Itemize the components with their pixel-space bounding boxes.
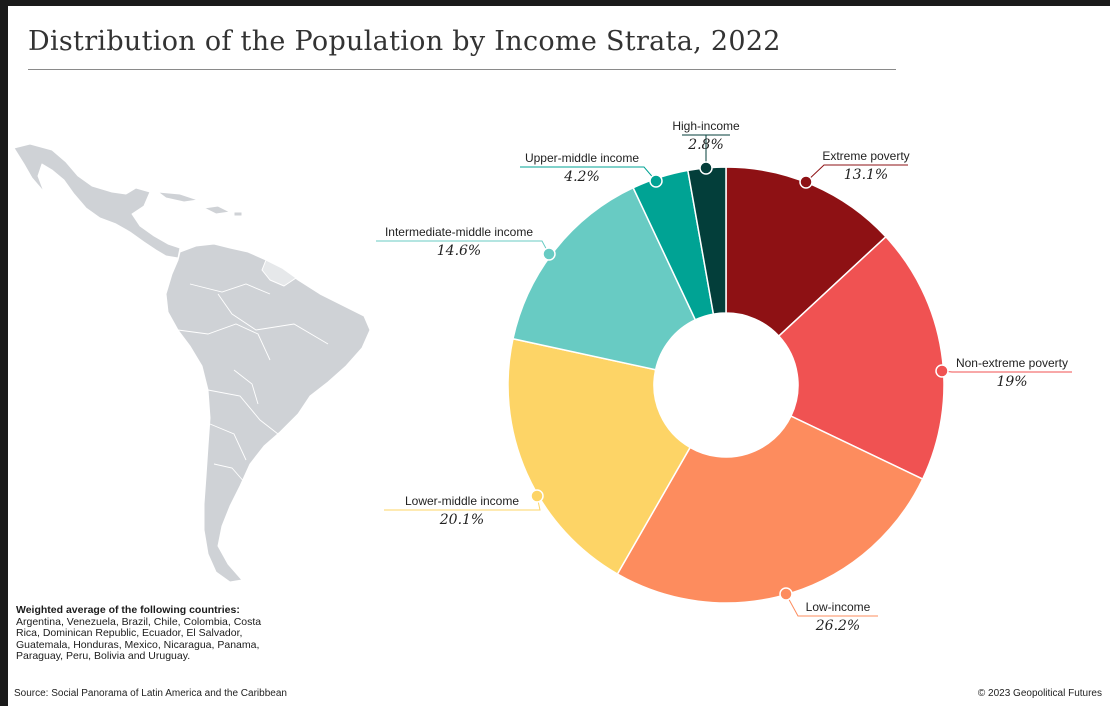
countries-note: Weighted average of the following countr… (16, 604, 278, 663)
slice-name-upper-middle-income: Upper-middle income (525, 151, 639, 165)
slice-labels: Extreme poverty 13.1% Non-extreme poverty 1… (376, 119, 1072, 634)
slice-value-upper-middle-income: 4.2% (563, 169, 600, 185)
slice-name-non-extreme-poverty: Non-extreme poverty (956, 356, 1068, 370)
label-dot-lower-middle-income (530, 489, 544, 503)
slice-value-extreme-poverty: 13.1% (844, 167, 888, 183)
slice-value-intermediate-middle-income: 14.6% (437, 243, 481, 259)
slice-value-non-extreme-poverty: 19% (996, 374, 1027, 390)
latin-america-map (13, 143, 371, 583)
label-dot-intermediate-middle-income (542, 247, 556, 261)
slice-name-lower-middle-income: Lower-middle income (405, 494, 519, 508)
label-dot-low-income (779, 587, 793, 601)
copyright-text: © 2023 Geopolitical Futures (977, 688, 1102, 699)
page-title: Distribution of the Population by Income… (28, 26, 781, 57)
slice-name-extreme-poverty: Extreme poverty (822, 149, 909, 163)
title-divider (28, 69, 896, 70)
leader-line-non-extreme-poverty (941, 370, 1072, 373)
label-dot-non-extreme-poverty (935, 364, 949, 378)
slice-intermediate-middle-income (512, 186, 697, 371)
slice-value-lower-middle-income: 20.1% (439, 512, 484, 528)
slice-name-intermediate-middle-income: Intermediate-middle income (385, 225, 533, 239)
slice-name-high-income: High-income (672, 119, 740, 133)
slice-name-low-income: Low-income (806, 600, 871, 614)
slice-value-low-income: 26.2% (815, 618, 860, 634)
slice-extreme-poverty (725, 166, 887, 338)
label-dot-high-income (699, 161, 713, 175)
slice-value-high-income: 2.8% (687, 137, 724, 153)
leader-line-extreme-poverty (805, 164, 908, 183)
source-text: Source: Social Panorama of Latin America… (14, 688, 287, 699)
slice-non-extreme-poverty (777, 235, 945, 481)
note-text: Argentina, Venezuela, Brazil, Chile, Col… (16, 615, 262, 662)
slice-lower-middle-income (507, 337, 692, 576)
label-dot-extreme-poverty (799, 175, 813, 189)
leader-line-low-income (785, 593, 878, 617)
donut-slices (507, 166, 945, 604)
label-dot-upper-middle-income (649, 174, 663, 188)
leader-line-high-income (682, 134, 730, 168)
note-heading: Weighted average of the following countr… (16, 604, 240, 616)
slice-low-income (616, 415, 924, 604)
